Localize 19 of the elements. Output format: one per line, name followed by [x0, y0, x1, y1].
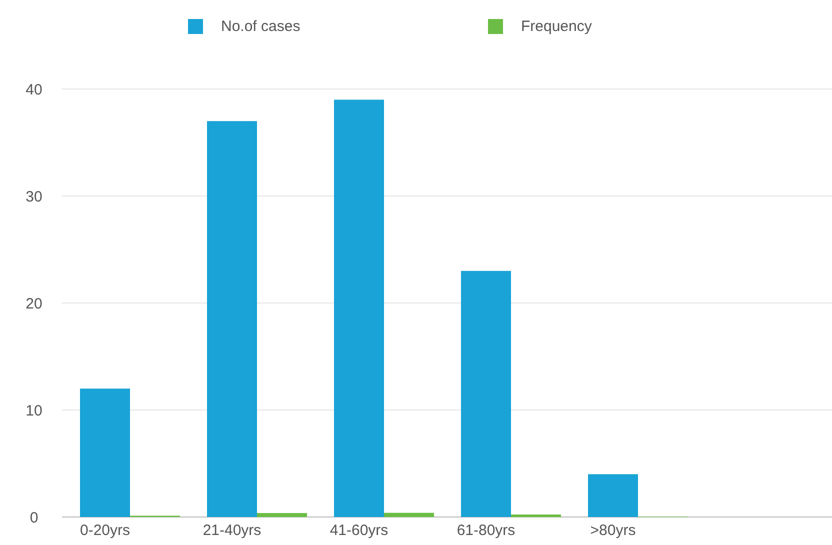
- x-tick-label: 0-20yrs: [80, 522, 130, 539]
- bar: [588, 474, 638, 517]
- bar: [461, 270, 511, 517]
- y-tick-label: 0: [30, 509, 38, 526]
- bar: [384, 512, 434, 517]
- bar: [334, 100, 384, 517]
- x-tick-label: >80yrs: [590, 522, 636, 539]
- legend-label: No.of cases: [221, 18, 300, 35]
- y-tick-label: 20: [26, 295, 42, 312]
- x-tick-label: 21-40yrs: [202, 522, 262, 539]
- bar: [80, 388, 130, 517]
- bar: [257, 513, 307, 517]
- x-tick-label: 41-60yrs: [330, 522, 388, 539]
- y-tick-label: 30: [26, 188, 42, 206]
- bar: [207, 121, 257, 517]
- y-tick-label: 10: [26, 402, 42, 420]
- legend-label: Frequency: [521, 18, 592, 35]
- y-tick-label: 40: [26, 81, 42, 98]
- x-tick-label: 61-80yrs: [456, 522, 516, 539]
